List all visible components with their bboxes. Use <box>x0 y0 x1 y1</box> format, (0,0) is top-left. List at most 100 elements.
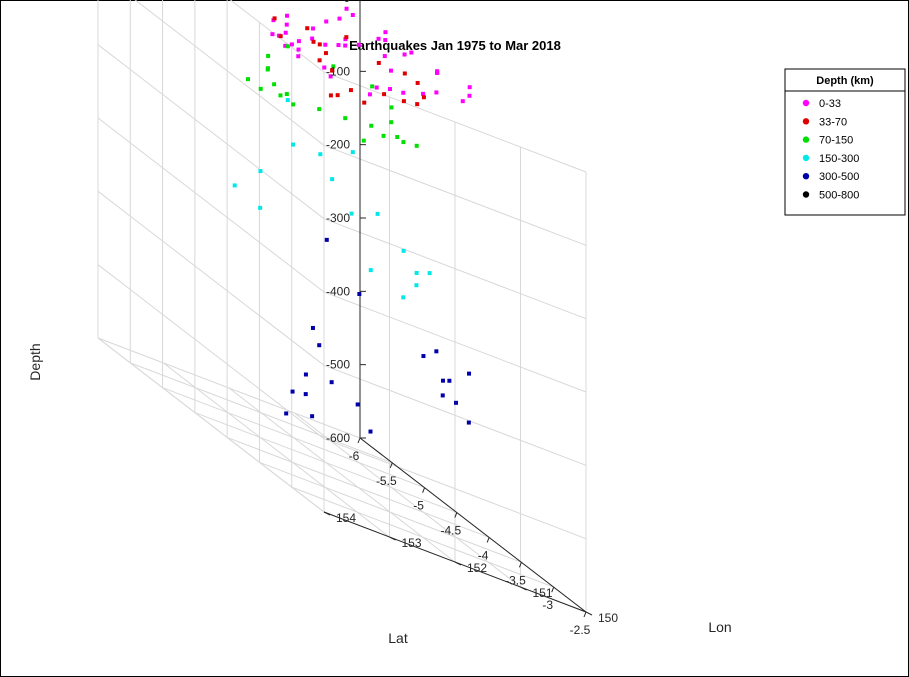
point-0-7 <box>356 42 361 47</box>
grid-backwall-z-5 <box>97 264 325 440</box>
point-3-4 <box>349 211 354 216</box>
grid-floor-y-2 <box>228 387 456 563</box>
x-tick-label-3: -4.5 <box>441 524 462 538</box>
point-0-3 <box>337 16 342 21</box>
point-2-7 <box>317 107 322 112</box>
z-axis-label: Depth <box>27 343 43 380</box>
point-3-1 <box>318 152 323 157</box>
point-2-12 <box>401 140 406 145</box>
point-0-31 <box>435 69 440 74</box>
point-4-18 <box>310 325 315 330</box>
point-4-3 <box>447 378 452 383</box>
point-1-12 <box>415 102 420 107</box>
legend-marker-2 <box>802 136 810 143</box>
point-1-14 <box>382 92 387 97</box>
point-0-34 <box>460 99 465 104</box>
legend-label-2: 70-150 <box>819 135 853 147</box>
x-tick-label-7: -2.5 <box>570 623 591 637</box>
legend-label-4: 300-500 <box>819 171 859 183</box>
x-tick-label-1: -5.5 <box>376 474 397 488</box>
x-tick-mark-4 <box>486 537 490 543</box>
z-tick-label-0: 0 <box>343 0 350 5</box>
point-0-43 <box>284 22 289 27</box>
y-tick-label-4: 154 <box>336 511 356 525</box>
point-2-11 <box>414 143 419 148</box>
point-3-6 <box>401 248 406 253</box>
point-0-5 <box>324 19 329 24</box>
point-1-6 <box>330 68 335 73</box>
point-2-0 <box>266 53 271 58</box>
point-4-1 <box>441 378 446 383</box>
x-axis-label: Lat <box>388 630 408 646</box>
point-4-8 <box>303 372 308 377</box>
point-0-16 <box>310 36 315 41</box>
z-tick-label-1: -100 <box>326 64 350 78</box>
y-tick-label-2: 152 <box>467 561 487 575</box>
point-1-10 <box>415 80 420 85</box>
point-0-36 <box>421 91 426 96</box>
z-tick-label-2: -200 <box>326 138 350 152</box>
legend-label-5: 500-800 <box>819 190 859 202</box>
x-tick-label-6: -3 <box>542 598 553 612</box>
point-2-18 <box>389 105 394 110</box>
point-1-9 <box>402 71 407 76</box>
legend-marker-0 <box>802 99 810 107</box>
point-0-29 <box>409 50 414 55</box>
point-2-6 <box>291 102 296 107</box>
point-0-33 <box>467 93 472 98</box>
x-tick-mark-5 <box>518 562 522 568</box>
point-0-12 <box>343 43 348 48</box>
point-1-18 <box>328 93 333 98</box>
point-0-23 <box>283 43 288 48</box>
point-3-8 <box>427 271 432 276</box>
x-tick-label-5: -3.5 <box>505 573 526 587</box>
point-0-24 <box>296 54 301 59</box>
point-0-22 <box>289 42 294 47</box>
x-tick-mark-7 <box>583 611 587 618</box>
point-0-40 <box>367 92 372 97</box>
point-0-6 <box>376 36 381 41</box>
point-4-6 <box>467 371 472 376</box>
z-tick-label-3: -300 <box>326 211 350 225</box>
point-0-38 <box>387 87 392 92</box>
point-0-42 <box>285 13 290 18</box>
point-0-8 <box>402 52 407 57</box>
point-1-17 <box>335 93 340 98</box>
x-tick-mark-2 <box>422 487 426 493</box>
tick-labels: -6 -5.5 -5 -4.5 -4 -3.5 -3 -2.5 150 151 152 153 154 0… <box>326 0 618 637</box>
point-1-19 <box>272 16 277 21</box>
point-4-5 <box>466 420 471 425</box>
legend-marker-4 <box>802 173 810 180</box>
point-0-32 <box>467 85 472 90</box>
grid-backwall-z-0 <box>229 0 325 73</box>
point-4-12 <box>290 389 295 394</box>
point-4-7 <box>434 349 439 354</box>
point-2-9 <box>369 123 374 128</box>
point-1-20 <box>278 34 283 39</box>
data-points <box>232 6 472 434</box>
point-3-11 <box>368 268 373 273</box>
point-2-14 <box>361 138 366 143</box>
point-4-19 <box>317 343 322 348</box>
point-4-15 <box>368 429 373 434</box>
legend: Depth (km) 0-33 33-70 70-150 150-300 300-500… <box>784 68 906 216</box>
point-4-13 <box>329 380 334 385</box>
point-2-17 <box>370 84 375 89</box>
point-4-4 <box>440 393 445 398</box>
point-1-11 <box>421 95 426 100</box>
legend-label-1: 33-70 <box>819 116 847 128</box>
legend-marker-1 <box>802 118 810 125</box>
point-2-20 <box>246 77 250 82</box>
point-2-4 <box>278 93 283 98</box>
axes-grid <box>97 0 593 618</box>
y-tick-label-0: 150 <box>598 611 618 625</box>
grid-sidewall-z-2 <box>323 218 587 320</box>
legend-items: 0-33 33-70 70-150 150-300 300-500 500-800 <box>802 98 859 202</box>
point-0-4 <box>383 38 388 43</box>
point-0-39 <box>374 85 379 90</box>
grid-backwall-z-2 <box>97 44 325 220</box>
point-0-41 <box>311 26 316 31</box>
z-tick-label-4: -400 <box>326 284 350 298</box>
point-2-16 <box>331 64 336 69</box>
point-2-13 <box>381 133 386 138</box>
